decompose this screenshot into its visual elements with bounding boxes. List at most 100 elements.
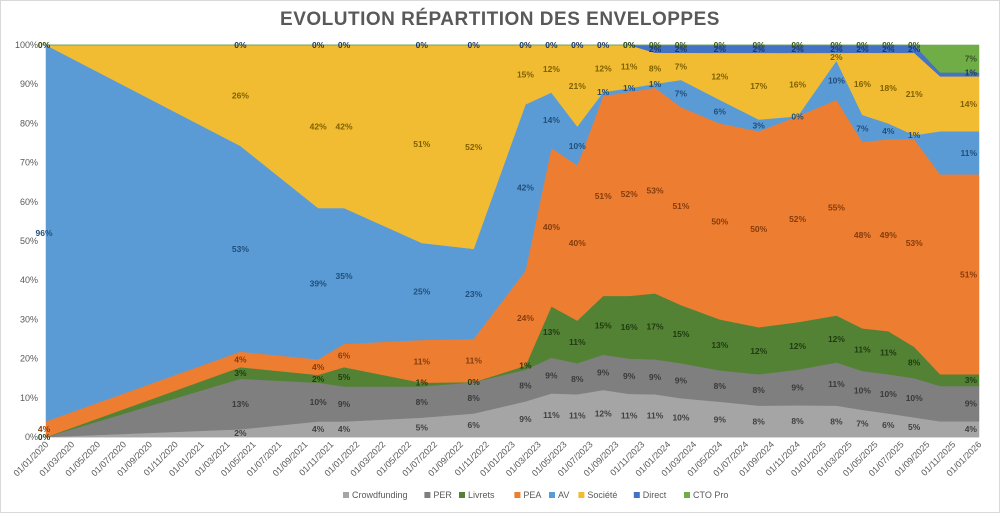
data-label: 53% <box>647 186 664 196</box>
y-tick-label: 70% <box>20 158 38 168</box>
data-label: 49% <box>880 230 897 240</box>
y-tick-label: 30% <box>20 314 38 324</box>
data-label: 11% <box>414 356 431 366</box>
data-label: 0% <box>467 377 480 387</box>
data-label: 25% <box>413 286 430 296</box>
data-label: 4% <box>882 126 895 136</box>
data-label: 9% <box>649 372 662 382</box>
data-label: 8% <box>753 385 766 395</box>
data-labels: 2% 4% 4% 5% 6% 9% 11% 11% 12% 11% 11% 10% 9% 8% 8% 8% 7%… <box>35 40 977 442</box>
y-tick-label: 90% <box>20 79 38 89</box>
data-label: 10% <box>672 413 689 423</box>
data-label: 17% <box>647 321 664 331</box>
data-label: 15% <box>595 320 612 330</box>
legend-label: Crowdfunding <box>352 490 408 500</box>
data-label: 8% <box>649 63 662 73</box>
data-label: 11% <box>465 356 482 366</box>
data-label: 6% <box>714 107 727 117</box>
data-label: 16% <box>854 79 871 89</box>
data-label: 0% <box>649 40 662 50</box>
chart-title: EVOLUTION RÉPARTITION DES ENVELOPPES <box>280 9 720 30</box>
data-label: 0% <box>38 432 51 442</box>
data-label: 8% <box>467 393 480 403</box>
data-label: 1% <box>416 378 429 388</box>
data-label: 1% <box>519 361 532 371</box>
data-label: 9% <box>675 376 688 386</box>
data-label: 11% <box>543 410 560 420</box>
data-label: 1% <box>908 130 921 140</box>
data-label: 11% <box>621 410 638 420</box>
data-label: 2% <box>830 52 843 62</box>
data-label: 8% <box>571 374 584 384</box>
data-label: 0% <box>830 40 843 50</box>
data-label: 51% <box>595 191 612 201</box>
data-label: 2% <box>830 44 843 54</box>
area-series <box>45 44 980 438</box>
data-label: 52% <box>621 189 638 199</box>
data-label: 11% <box>569 411 586 421</box>
legend-swatch <box>459 492 465 498</box>
data-label: 1% <box>597 87 610 97</box>
data-label: 9% <box>623 371 636 381</box>
legend-label: PEA <box>523 490 541 500</box>
y-tick-label: 60% <box>20 197 38 207</box>
data-label: 13% <box>711 340 728 350</box>
data-label: 42% <box>517 183 534 193</box>
y-tick-label: 100% <box>15 40 38 50</box>
data-label: 2% <box>714 44 727 54</box>
data-label: 9% <box>519 414 532 424</box>
data-label: 16% <box>789 80 806 90</box>
legend: Crowdfunding PER Livrets PEA AV Société Direct… <box>343 490 728 500</box>
legend-swatch <box>549 492 555 498</box>
data-label: 2% <box>234 428 247 438</box>
data-label: 11% <box>828 379 845 389</box>
data-label: 7% <box>965 54 978 64</box>
data-label: 2% <box>791 44 804 54</box>
data-label: 9% <box>714 414 727 424</box>
data-label: 0% <box>623 40 636 50</box>
data-label: 10% <box>854 385 871 395</box>
data-label: 24% <box>517 313 534 323</box>
data-label: 2% <box>649 44 662 54</box>
data-label: 48% <box>854 230 871 240</box>
data-label: 2% <box>312 374 325 384</box>
data-label: 11% <box>960 148 977 158</box>
data-label: 13% <box>543 327 560 337</box>
y-tick-label: 20% <box>20 354 38 364</box>
data-label: 11% <box>647 411 664 421</box>
legend-label: PER <box>433 490 452 500</box>
data-label: 4% <box>312 424 325 434</box>
data-label: 12% <box>711 71 728 81</box>
data-label: 14% <box>960 99 977 109</box>
data-label: 10% <box>880 389 897 399</box>
data-label: 7% <box>856 418 869 428</box>
data-label: 9% <box>791 383 804 393</box>
data-label: 18% <box>880 83 897 93</box>
legend-swatch <box>684 492 690 498</box>
data-label: 2% <box>753 44 766 54</box>
data-label: 6% <box>467 420 480 430</box>
data-label: 11% <box>880 348 897 358</box>
data-label: 42% <box>310 122 327 132</box>
data-label: 13% <box>232 399 249 409</box>
x-axis-ticks: 01/01/202001/03/202001/05/202001/07/2020… <box>11 439 983 478</box>
data-label: 11% <box>569 337 586 347</box>
data-label: 11% <box>621 62 638 72</box>
data-label: 3% <box>234 368 247 378</box>
data-label: 9% <box>965 399 978 409</box>
data-label: 0% <box>545 40 558 50</box>
data-label: 5% <box>416 422 429 432</box>
data-label: 10% <box>906 393 923 403</box>
data-label: 9% <box>597 367 610 377</box>
legend-label: AV <box>558 490 569 500</box>
data-label: 6% <box>338 350 351 360</box>
data-label: 4% <box>965 424 978 434</box>
data-label: 12% <box>789 341 806 351</box>
data-label: 0% <box>882 40 895 50</box>
data-label: 0% <box>623 40 636 50</box>
data-label: 0% <box>571 40 584 50</box>
data-label: 12% <box>595 408 612 418</box>
data-label: 0% <box>791 111 804 121</box>
data-label: 0% <box>312 40 325 50</box>
